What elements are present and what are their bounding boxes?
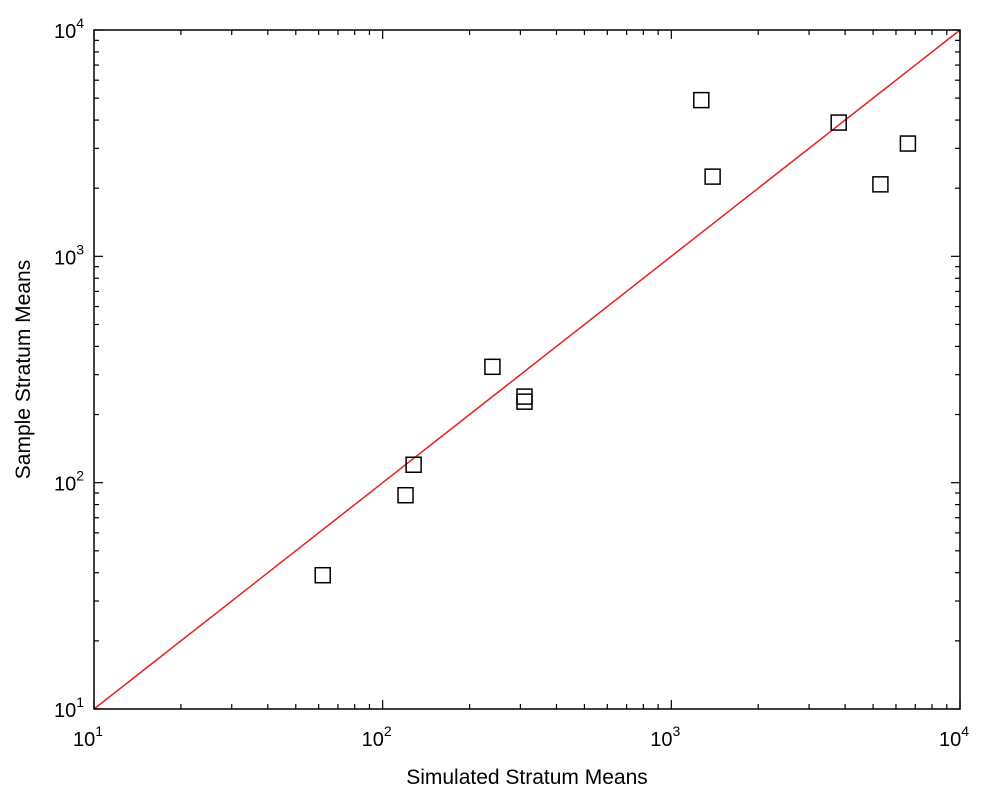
data-point [693, 91, 710, 109]
data-point [516, 388, 533, 405]
reference-line-layer [93, 29, 961, 710]
y-tick-label: 102 [54, 468, 84, 496]
data-point [704, 168, 721, 185]
x-tick-label: 103 [650, 723, 680, 751]
tick-labels-layer: 101 102 103 104 101 102 103 104 [54, 15, 969, 751]
y-axis-label: Sample Stratum Means [12, 260, 35, 479]
points-layer [314, 91, 917, 584]
x-tick-label: 101 [73, 723, 103, 751]
x-axis-label: Simulated Stratum Means [406, 766, 648, 789]
y-tick-label: 101 [54, 694, 84, 722]
data-point [397, 486, 414, 504]
data-point [484, 358, 501, 376]
ticks-layer [93, 29, 961, 710]
reference-line [93, 29, 961, 710]
y-tick-label: 104 [54, 15, 84, 43]
x-tick-label: 102 [362, 723, 392, 751]
data-point [830, 114, 847, 131]
y-tick-label: 103 [54, 241, 84, 269]
data-point [516, 393, 533, 410]
x-tick-label: 104 [939, 723, 969, 751]
data-point [405, 456, 422, 473]
data-point [314, 566, 331, 584]
data-point [872, 176, 889, 193]
data-point [899, 135, 917, 152]
plot-frame [93, 29, 961, 710]
